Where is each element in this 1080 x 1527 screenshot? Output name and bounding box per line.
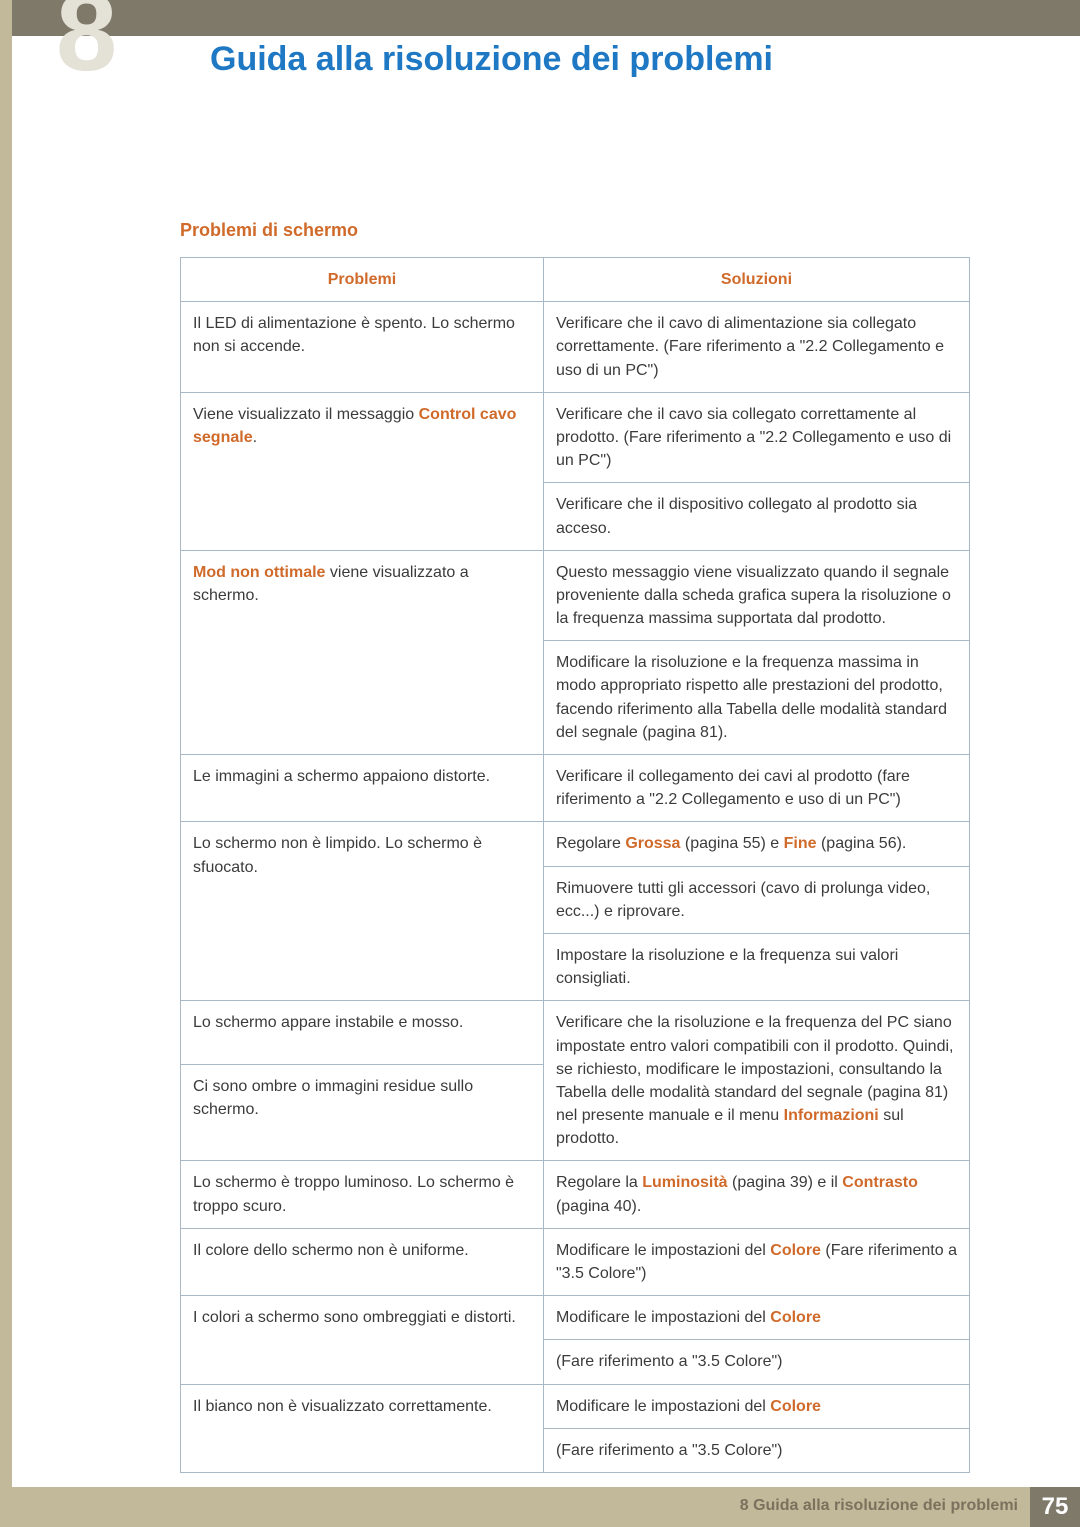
highlight: Contrasto (842, 1174, 918, 1191)
table-row: Il LED di alimentazione è spento. Lo sch… (181, 302, 970, 393)
solution-cell: (Fare riferimento a "3.5 Colore") (543, 1428, 969, 1472)
highlight: Colore (770, 1309, 821, 1326)
problem-cell: Le immagini a schermo appaiono distorte. (181, 755, 544, 822)
section-title: Problemi di schermo (180, 220, 970, 241)
table-row: Le immagini a schermo appaiono distorte.… (181, 755, 970, 822)
highlight: Informazioni (784, 1107, 879, 1124)
text: Regolare la (556, 1174, 642, 1191)
solution-cell: Rimuovere tutti gli accessori (cavo di p… (543, 866, 969, 933)
side-stripe (0, 0, 12, 1527)
highlight: Grossa (625, 835, 680, 852)
col-header-solutions: Soluzioni (543, 258, 969, 302)
footer: 8 Guida alla risoluzione dei problemi 75 (12, 1487, 1080, 1527)
text: Viene visualizzato il messaggio (193, 406, 419, 423)
highlight: Fine (784, 835, 817, 852)
page-number: 75 (1030, 1487, 1080, 1527)
solution-cell: Modificare le impostazioni del Colore (543, 1296, 969, 1340)
highlight: Colore (770, 1398, 821, 1415)
problem-cell: Il bianco non è visualizzato correttamen… (181, 1384, 544, 1472)
page: 8 Guida alla risoluzione dei problemi Pr… (0, 0, 1080, 1527)
problem-cell: I colori a schermo sono ombreggiati e di… (181, 1296, 544, 1384)
text: Modificare le impostazioni del (556, 1398, 770, 1415)
text: Modificare le impostazioni del (556, 1242, 770, 1259)
text: (pagina 55) e (680, 835, 783, 852)
solution-cell: Regolare Grossa (pagina 55) e Fine (pagi… (543, 822, 969, 866)
solution-cell: Modificare la risoluzione e la frequenza… (543, 641, 969, 755)
text: (pagina 39) e il (728, 1174, 843, 1191)
chapter-number: 8 (56, 0, 117, 88)
table-row: Il colore dello schermo non è uniforme. … (181, 1228, 970, 1295)
table-row: Il bianco non è visualizzato correttamen… (181, 1384, 970, 1428)
highlight: Mod non ottimale (193, 564, 325, 581)
solution-cell: Questo messaggio viene visualizzato quan… (543, 550, 969, 641)
footer-text: 8 Guida alla risoluzione dei problemi (740, 1497, 1018, 1515)
solution-cell: Regolare la Luminosità (pagina 39) e il … (543, 1161, 969, 1228)
problem-cell: Lo schermo appare instabile e mosso. (181, 1001, 544, 1064)
troubleshooting-table: Problemi Soluzioni Il LED di alimentazio… (180, 257, 970, 1473)
problem-cell: Viene visualizzato il messaggio Control … (181, 392, 544, 550)
text: . (253, 429, 257, 446)
text: (pagina 40). (556, 1198, 641, 1215)
text: Regolare (556, 835, 625, 852)
solution-cell: Verificare che il cavo sia collegato cor… (543, 392, 969, 483)
text: Modificare le impostazioni del (556, 1309, 770, 1326)
text: (pagina 56). (817, 835, 907, 852)
solution-cell: Verificare che il cavo di alimentazione … (543, 302, 969, 393)
solution-cell: Modificare le impostazioni del Colore (543, 1384, 969, 1428)
problem-cell: Mod non ottimale viene visualizzato a sc… (181, 550, 544, 754)
problem-cell: Ci sono ombre o immagini residue sullo s… (181, 1064, 544, 1161)
table-row: Mod non ottimale viene visualizzato a sc… (181, 550, 970, 641)
problem-cell: Lo schermo non è limpido. Lo schermo è s… (181, 822, 544, 1001)
solution-cell: (Fare riferimento a "3.5 Colore") (543, 1340, 969, 1384)
problem-cell: Il colore dello schermo non è uniforme. (181, 1228, 544, 1295)
table-row: Lo schermo è troppo luminoso. Lo schermo… (181, 1161, 970, 1228)
solution-cell: Verificare il collegamento dei cavi al p… (543, 755, 969, 822)
table-row: I colori a schermo sono ombreggiati e di… (181, 1296, 970, 1340)
solution-cell: Impostare la risoluzione e la frequenza … (543, 933, 969, 1000)
problem-cell: Lo schermo è troppo luminoso. Lo schermo… (181, 1161, 544, 1228)
table-header-row: Problemi Soluzioni (181, 258, 970, 302)
table-row: Lo schermo appare instabile e mosso. Ver… (181, 1001, 970, 1064)
table-row: Lo schermo non è limpido. Lo schermo è s… (181, 822, 970, 866)
solution-cell: Modificare le impostazioni del Colore (F… (543, 1228, 969, 1295)
page-title: Guida alla risoluzione dei problemi (210, 40, 773, 79)
content: Problemi di schermo Problemi Soluzioni I… (180, 220, 970, 1473)
problem-cell: Il LED di alimentazione è spento. Lo sch… (181, 302, 544, 393)
highlight: Luminosità (642, 1174, 727, 1191)
solution-cell: Verificare che il dispositivo collegato … (543, 483, 969, 550)
col-header-problems: Problemi (181, 258, 544, 302)
highlight: Colore (770, 1242, 821, 1259)
solution-cell: Verificare che la risoluzione e la frequ… (543, 1001, 969, 1161)
top-band (12, 0, 1080, 36)
table-row: Viene visualizzato il messaggio Control … (181, 392, 970, 483)
